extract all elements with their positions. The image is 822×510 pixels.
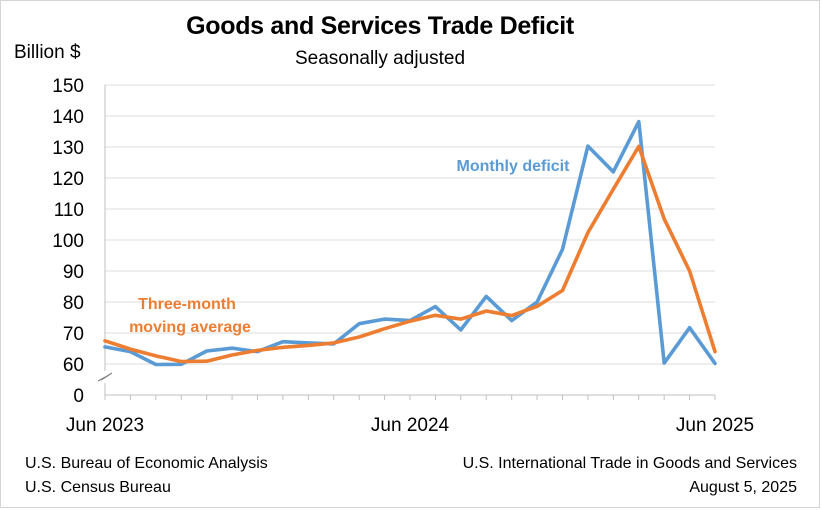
moving-average-annotation: Three-month moving average (129, 296, 251, 336)
y-tick-label: 150 (52, 76, 84, 97)
release-date: August 5, 2025 (689, 479, 797, 496)
axes (97, 85, 716, 400)
chart-title: Goods and Services Trade Deficit (186, 12, 574, 40)
y-axis-label: Billion $ (14, 42, 81, 63)
x-tick-label: Jun 2024 (371, 415, 450, 436)
y-tick-label: 110 (54, 200, 84, 221)
y-tick-label: 130 (52, 138, 84, 159)
chart-subtitle: Seasonally adjusted (294, 48, 466, 69)
y-tick-label: 80 (63, 293, 84, 314)
y-tick-label: 60 (63, 355, 84, 376)
source-bea: U.S. Bureau of Economic Analysis (25, 455, 268, 472)
moving-average-annotation-line1: Three-month (138, 296, 236, 313)
source-block: U.S. Bureau of Economic Analysis U.S. Ce… (25, 452, 268, 500)
series-lines (103, 119, 717, 367)
axis-break-icon (97, 372, 113, 382)
y-tick-label: 90 (63, 262, 84, 283)
y-tick-label: 120 (52, 169, 84, 190)
y-tick-label: 140 (52, 107, 84, 128)
gridlines (105, 84, 715, 365)
x-tick-label: Jun 2023 (66, 415, 144, 436)
release-name: U.S. International Trade in Goods and Se… (462, 455, 797, 472)
y-tick-label: 100 (52, 231, 84, 252)
x-tick-label: Jun 2025 (676, 415, 754, 436)
source-census: U.S. Census Bureau (25, 479, 171, 496)
y-tick-label: 70 (63, 324, 84, 345)
annotations: Monthly deficit Three-month moving average (129, 158, 570, 336)
tick-labels: 0 60 70 80 90 100 110 120 130 140 150 Jun 2023 Jun 2… (52, 76, 754, 436)
y-tick-label: 0 (73, 386, 84, 407)
monthly-deficit-annotation: Monthly deficit (457, 158, 571, 175)
release-block: U.S. International Trade in Goods and Se… (463, 452, 797, 500)
moving-average-line (103, 144, 717, 364)
moving-average-annotation-line2: moving average (129, 319, 251, 336)
